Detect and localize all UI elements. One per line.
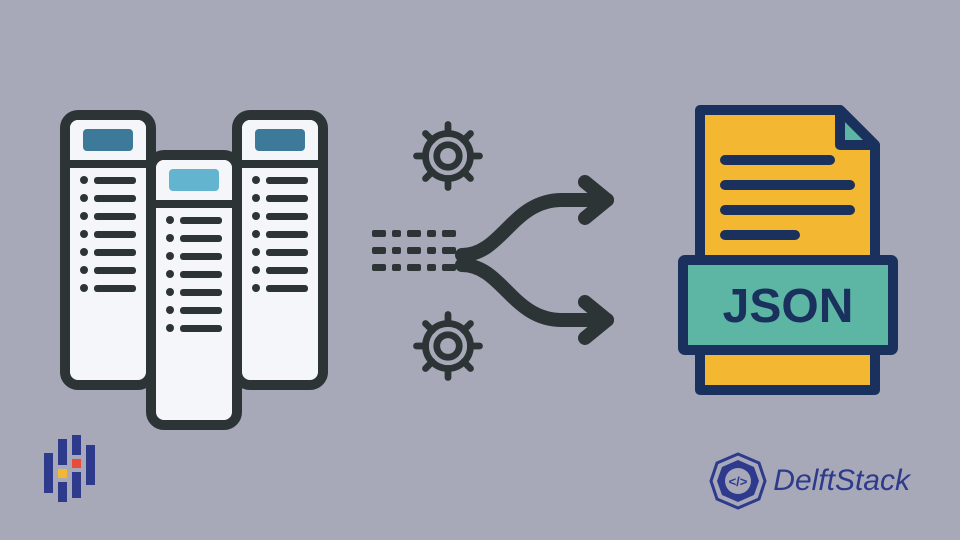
db-row [252, 176, 308, 184]
json-label: JSON [723, 280, 854, 333]
processing-icon [372, 110, 632, 390]
db-row [166, 270, 222, 278]
db-row [80, 194, 136, 202]
db-row [80, 230, 136, 238]
db-row [252, 248, 308, 256]
db-column-1 [60, 110, 156, 390]
flow-arrows-icon [432, 150, 652, 370]
db-row [166, 288, 222, 296]
db-row [166, 234, 222, 242]
pandas-logo-icon [40, 435, 100, 510]
db-row [166, 216, 222, 224]
json-file-icon: JSON [675, 100, 900, 400]
delftstack-text: DelftStack [773, 464, 910, 498]
db-row [80, 266, 136, 274]
db-row [252, 266, 308, 274]
svg-text:</>: </> [729, 474, 748, 489]
db-row [252, 284, 308, 292]
db-row [252, 194, 308, 202]
db-row [80, 212, 136, 220]
delftstack-logo: </> DelftStack [709, 452, 910, 510]
db-row [252, 212, 308, 220]
db-row [80, 284, 136, 292]
db-row [80, 176, 136, 184]
database-icon [60, 110, 328, 390]
diagram-content: JSON [60, 60, 900, 440]
db-column-2 [146, 150, 242, 430]
db-row [166, 306, 222, 314]
db-row [166, 252, 222, 260]
db-column-3 [232, 110, 328, 390]
db-row [80, 248, 136, 256]
db-row [166, 324, 222, 332]
delftstack-badge-icon: </> [709, 452, 767, 510]
db-row [252, 230, 308, 238]
